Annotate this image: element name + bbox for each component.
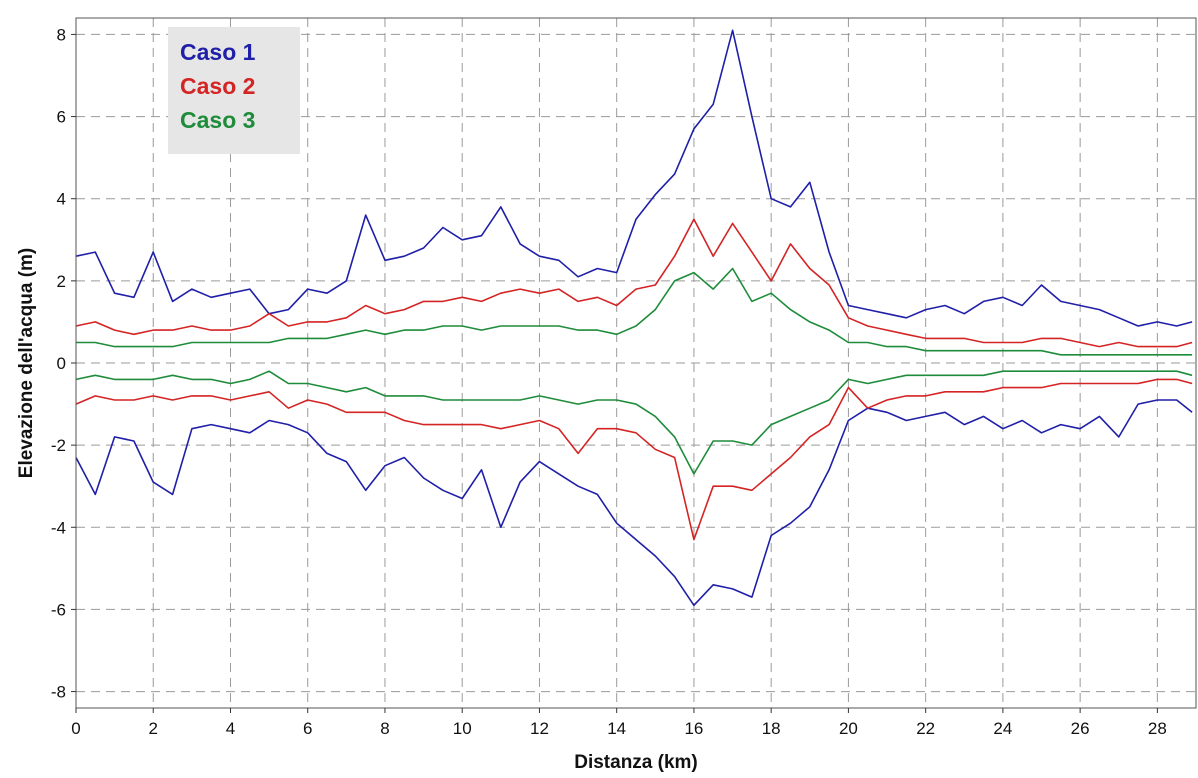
- x-tick-label: 24: [993, 719, 1012, 738]
- series-line-caso-3-lower: [75, 370, 1193, 475]
- legend-entry: Caso 1: [180, 39, 256, 65]
- y-tick-label: -4: [51, 518, 66, 537]
- legend-entry: Caso 2: [180, 73, 255, 99]
- x-tick-label: 18: [762, 719, 781, 738]
- x-tick-label: 16: [684, 719, 703, 738]
- series-caso-1: [75, 29, 1193, 607]
- x-tick-label: 26: [1071, 719, 1090, 738]
- series-line-caso-1-upper: [75, 29, 1193, 327]
- x-tick-label: 28: [1148, 719, 1167, 738]
- series-caso-2: [75, 218, 1193, 541]
- series-line-caso-2-lower: [75, 378, 1193, 541]
- series-layer: [75, 29, 1193, 607]
- x-tick-label: 10: [453, 719, 472, 738]
- x-tick-label: 12: [530, 719, 549, 738]
- y-axis-label: Elevazione dell'acqua (m): [16, 248, 37, 478]
- series-caso-3: [75, 267, 1193, 475]
- y-tick-label: 6: [57, 108, 66, 127]
- y-tick-label: 8: [57, 25, 66, 44]
- series-line-caso-3-upper: [76, 267, 1193, 356]
- y-tick-label: -6: [51, 600, 66, 619]
- x-tick-label: 2: [149, 719, 158, 738]
- legend: Caso 1 Caso 2 Caso 3: [168, 27, 300, 154]
- x-tick-label: 14: [607, 719, 626, 738]
- x-tick-label: 22: [916, 719, 935, 738]
- x-tick-label: 6: [303, 719, 312, 738]
- x-tick-label: 4: [226, 719, 235, 738]
- y-tick-label: -8: [51, 683, 66, 702]
- y-tick-label: 2: [57, 272, 66, 291]
- x-tick-label: 0: [71, 719, 80, 738]
- x-tick-label: 20: [839, 719, 858, 738]
- x-axis-label: Distanza (km): [574, 752, 698, 773]
- legend-entry: Caso 3: [180, 107, 255, 133]
- series-line-caso-2-upper: [75, 218, 1193, 348]
- x-tick-label: 8: [380, 719, 389, 738]
- series-line-caso-1-lower: [75, 399, 1193, 607]
- grid: [75, 18, 1196, 708]
- legend-background: [168, 27, 300, 154]
- y-tick-label: 4: [57, 190, 66, 209]
- y-tick-label: 0: [57, 354, 66, 373]
- y-tick-label: -2: [51, 436, 66, 455]
